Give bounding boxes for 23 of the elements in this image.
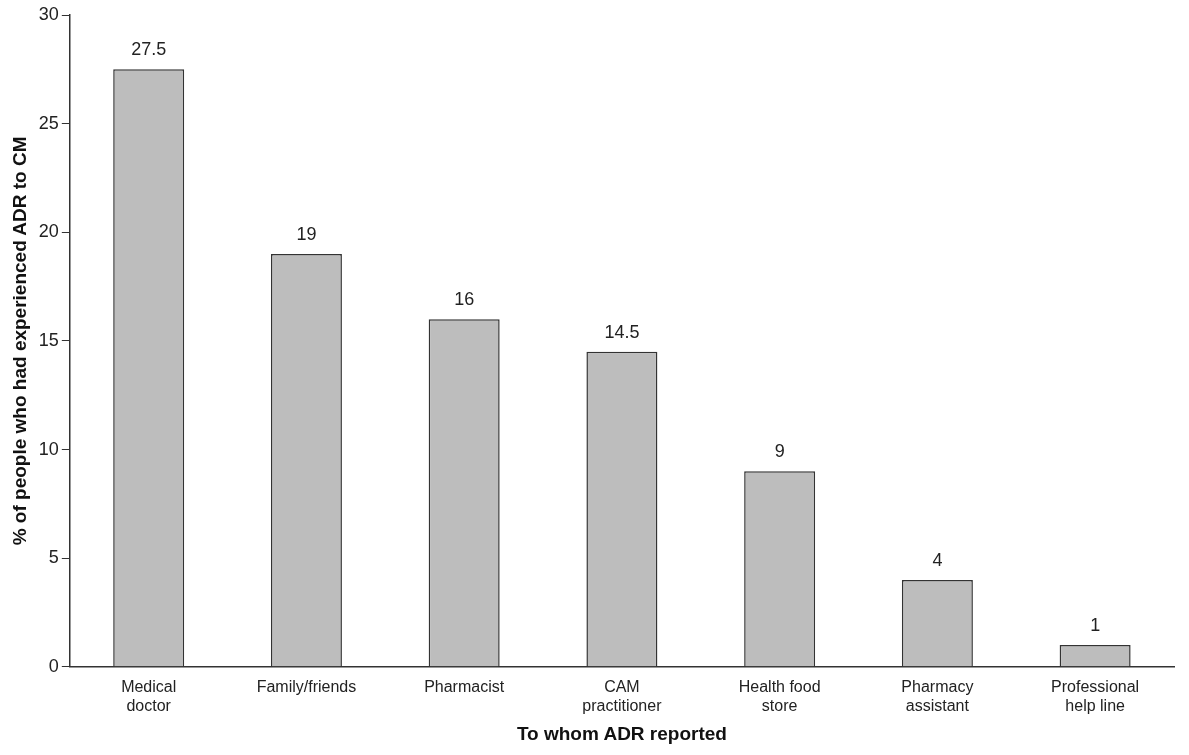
y-tick-label: 15 xyxy=(38,329,59,350)
y-tick-label: 10 xyxy=(38,438,59,459)
y-tick-label: 0 xyxy=(48,655,59,676)
x-tick-label: Professional help line xyxy=(1051,677,1140,715)
x-tick-label: Health food store xyxy=(738,677,821,715)
x-tick-label: Pharmacist xyxy=(424,677,505,695)
data-label: 14.5 xyxy=(604,321,640,342)
data-label: 9 xyxy=(774,441,785,462)
x-axis-title: To whom ADR reported xyxy=(516,722,727,744)
data-label: 19 xyxy=(296,223,317,244)
data-label: 4 xyxy=(932,549,943,570)
x-tick-label: Pharmacy assistant xyxy=(901,677,974,715)
y-tick-label: 5 xyxy=(48,547,59,568)
y-tick-label: 20 xyxy=(38,221,59,242)
y-axis-title: % of people who had experienced ADR to CM xyxy=(8,136,30,546)
data-label: 16 xyxy=(454,289,475,310)
x-tick-label: CAM practitioner xyxy=(582,677,663,715)
y-tick-label: 30 xyxy=(38,3,59,24)
data-label: 27.5 xyxy=(131,39,167,60)
x-tick-label: Medical doctor xyxy=(121,677,177,715)
data-label: 1 xyxy=(1090,615,1101,636)
x-tick-label: Family/friends xyxy=(256,677,357,695)
y-tick-label: 25 xyxy=(38,112,59,133)
